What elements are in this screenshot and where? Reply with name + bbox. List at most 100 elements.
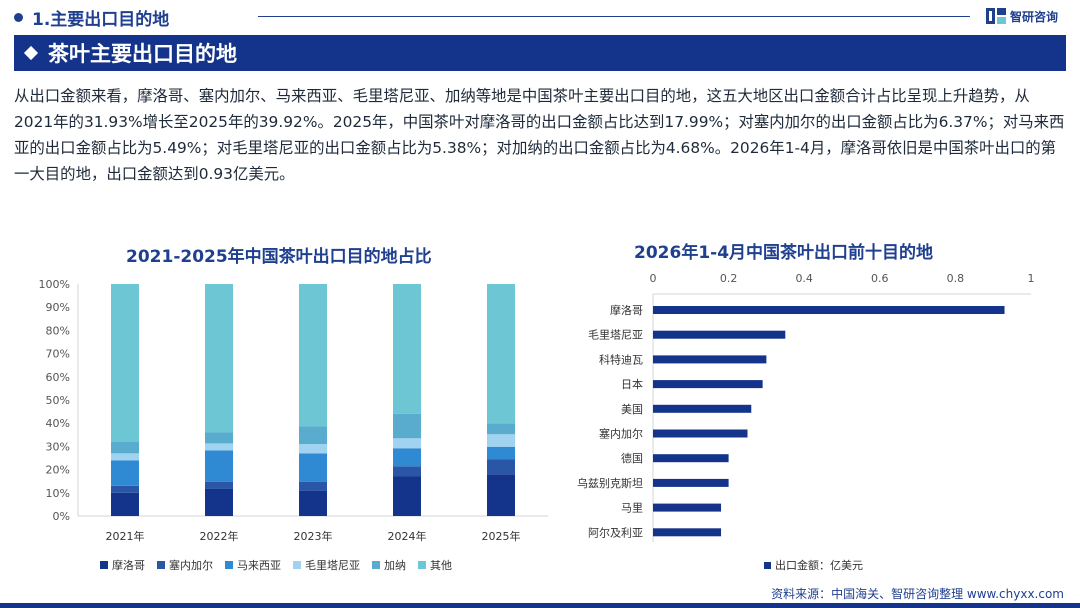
bar-segment (393, 413, 421, 439)
bar-segment (205, 450, 233, 482)
bar-segment (393, 466, 421, 477)
brand-logo-icon (986, 8, 1006, 24)
legend-item: 摩洛哥 (100, 557, 145, 573)
bar-segment (299, 481, 327, 491)
category-label: 美国 (621, 403, 643, 416)
bar-segment (299, 453, 327, 482)
category-label: 摩洛哥 (610, 303, 643, 317)
y-tick-label: 80% (46, 324, 70, 337)
legend-item: 加纳 (372, 557, 406, 573)
intro-paragraph: 从出口金额来看，摩洛哥、塞内加尔、马来西亚、毛里塔尼亚、加纳等地是中国茶叶主要出… (14, 87, 1065, 183)
chart2-legend: 出口金额：亿美元 (764, 557, 863, 573)
bar (653, 380, 763, 389)
y-tick-label: 0% (53, 510, 70, 523)
legend-item: 毛里塔尼亚 (293, 557, 360, 573)
bar-segment (393, 448, 421, 467)
bar-segment (487, 474, 515, 516)
category-label: 乌兹别克斯坦 (577, 476, 643, 490)
bar-segment (299, 426, 327, 445)
legend-item: 塞内加尔 (157, 557, 213, 573)
category-label: 科特迪瓦 (599, 352, 643, 366)
legend-label: 加纳 (384, 559, 406, 572)
brand-logo: 智研咨询 (985, 6, 1058, 26)
banner-title: 茶叶主要出口目的地 (48, 42, 237, 66)
category-label: 马里 (621, 502, 643, 515)
legend-label: 马来西亚 (237, 559, 281, 572)
legend-swatch (225, 561, 233, 569)
header-rule (258, 16, 970, 17)
y-tick-label: 60% (46, 371, 70, 384)
legend-item: 马来西亚 (225, 557, 281, 573)
bar-segment (205, 481, 233, 489)
bar-segment (299, 444, 327, 454)
bar-segment (111, 453, 139, 461)
diamond-icon (23, 45, 39, 61)
bar (653, 503, 722, 512)
bar-segment (111, 492, 139, 516)
bar (653, 306, 1005, 314)
chart1-title: 2021-2025年中国茶叶出口目的地占比 (126, 247, 432, 267)
bar-segment (205, 488, 233, 516)
y-tick-label: 70% (46, 348, 70, 361)
bar-segment (205, 284, 233, 433)
bar-segment (299, 284, 327, 427)
bar (653, 478, 729, 487)
bullet-dot-icon (14, 13, 23, 22)
brand-name: 智研咨询 (1010, 9, 1059, 24)
title-banner: 茶叶主要出口目的地 (14, 35, 1066, 71)
x-tick-label: 1 (1028, 272, 1035, 285)
source-note: 资料来源：中国海关、智研咨询整理 www.chyxx.com (771, 587, 1064, 601)
bar-segment (111, 460, 139, 486)
bar (653, 355, 767, 364)
horizontal-bar-chart: 0 0.2 0.4 0.6 0.8 1 摩洛哥毛里塔尼亚科特迪瓦日本美国塞内加尔德国乌兹别克… (577, 272, 1035, 542)
bar-segment (205, 443, 233, 451)
bar-segment (393, 284, 421, 414)
y-tick-label: 20% (46, 464, 70, 477)
x-tick-label: 0.8 (947, 272, 965, 285)
legend-label: 塞内加尔 (169, 559, 213, 572)
category-label: 德国 (621, 451, 643, 465)
bar-segment (393, 476, 421, 516)
bar-segment (393, 438, 421, 449)
bar-segment (205, 432, 233, 444)
legend-swatch (764, 561, 771, 569)
legend-label: 毛里塔尼亚 (305, 559, 360, 572)
legend-swatch (157, 561, 165, 569)
legend-swatch (372, 561, 380, 569)
x-tick-label: 0.4 (795, 272, 813, 285)
x-tick-label: 0 (650, 272, 657, 285)
bar-segment (487, 446, 515, 460)
bar (653, 429, 748, 438)
legend-swatch (100, 561, 108, 569)
y-tick-label: 50% (46, 394, 70, 407)
section-title: 1.主要出口目的地 (32, 10, 170, 30)
bar-segment (487, 459, 515, 475)
bar-segment (487, 423, 515, 435)
y-tick-label: 90% (46, 301, 70, 314)
legend-label: 出口金额：亿美元 (775, 559, 863, 572)
bar-segment (487, 284, 515, 424)
y-tick-label: 30% (46, 440, 70, 453)
bar (653, 330, 786, 339)
bar (653, 404, 752, 413)
bar (653, 454, 729, 463)
bar-segment (111, 284, 139, 442)
chart1-legend: 摩洛哥 塞内加尔 马来西亚 毛里塔尼亚 加纳 其他 (100, 557, 464, 573)
stacked-bar-chart: 0% 10% 20% 30% 40% 50% 60% 70% 80% 90% 100% 2021年 20… (39, 278, 548, 543)
y-tick-label: 40% (46, 417, 70, 430)
bar-segment (111, 485, 139, 493)
x-tick-label: 0.2 (720, 272, 738, 285)
legend-label: 其他 (430, 559, 452, 572)
legend-label: 摩洛哥 (112, 559, 145, 572)
top-bar: 1.主要出口目的地 智研咨询 (0, 0, 1080, 34)
x-tick-label: 2023年 (294, 529, 333, 543)
category-label: 毛里塔尼亚 (588, 329, 643, 342)
legend-item: 其他 (418, 557, 452, 573)
x-tick-label: 2021年 (106, 529, 145, 543)
x-tick-label: 2022年 (200, 529, 239, 543)
legend-swatch (293, 561, 301, 569)
x-tick-label: 2024年 (388, 529, 427, 543)
y-tick-label: 100% (39, 278, 70, 291)
y-tick-label: 10% (46, 487, 70, 500)
footer-rule (0, 603, 1080, 608)
